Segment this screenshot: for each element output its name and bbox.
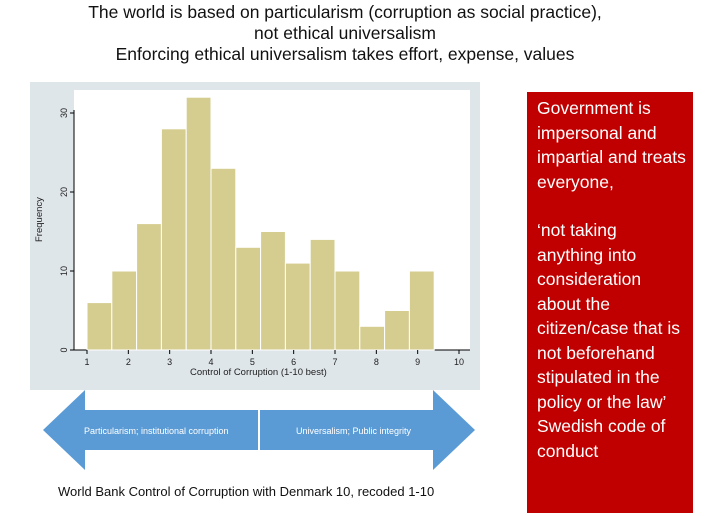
histogram-bar	[284, 262, 311, 351]
quote-panel: Government is impersonal and impartial a…	[527, 92, 693, 513]
histogram-bar	[384, 310, 410, 351]
arrow-left-label: Particularism; institutional corruption	[84, 426, 229, 436]
x-ticks-group: 1 2 3 4 5 6 7 8 9 10	[84, 350, 464, 367]
quote-paragraph-2: ‘not taking anything into consideration …	[537, 220, 680, 461]
title-line-1: The world is based on particularism (cor…	[88, 2, 602, 22]
y-tick-label: 10	[59, 266, 69, 276]
title-line-2: not ethical universalism	[254, 23, 436, 43]
bars-group	[86, 96, 435, 351]
histogram-bar	[185, 96, 212, 351]
histogram-bar	[86, 302, 113, 351]
histogram-bar	[309, 238, 336, 351]
x-tick-label: 3	[167, 357, 172, 367]
title-block: The world is based on particularism (cor…	[0, 2, 690, 65]
x-tick-label: 9	[415, 357, 420, 367]
histogram-bar	[359, 325, 386, 351]
y-tick-label: 20	[59, 187, 69, 197]
histogram-bar	[136, 223, 162, 351]
histogram-bar	[111, 270, 138, 351]
arrow-right	[260, 390, 475, 470]
histogram-chart: 1 2 3 4 5 6 7 8 9 10 0 10 20 30 Control of Corruptio…	[34, 90, 470, 378]
x-tick-label: 7	[332, 357, 337, 367]
title-line-3: Enforcing ethical universalism takes eff…	[115, 44, 575, 64]
histogram-bar	[334, 270, 361, 351]
arrow-left	[43, 390, 258, 470]
y-tick-label: 30	[59, 108, 69, 118]
x-axis-label: Control of Corruption (1-10 best)	[190, 367, 327, 378]
y-tick-label: 0	[59, 347, 69, 352]
x-tick-label: 5	[250, 357, 255, 367]
histogram-bar	[235, 246, 262, 351]
x-tick-label: 10	[454, 357, 464, 367]
histogram-bar	[408, 270, 435, 351]
arrow-diagram	[43, 390, 475, 470]
histogram-panel: 1 2 3 4 5 6 7 8 9 10 0 10 20 30 Control of Corruptio…	[30, 82, 480, 390]
x-tick-label: 6	[291, 357, 296, 367]
quote-paragraph-1: Government is impersonal and impartial a…	[537, 98, 686, 192]
x-tick-label: 4	[208, 357, 213, 367]
histogram-bar	[260, 231, 286, 351]
y-axis-label: Frequency	[34, 197, 45, 242]
histogram-bar	[210, 167, 237, 351]
y-ticks-group: 0 10 20 30	[59, 108, 74, 353]
histogram-bar	[160, 128, 187, 351]
x-tick-label: 1	[84, 357, 89, 367]
chart-caption: World Bank Control of Corruption with De…	[58, 484, 435, 499]
x-tick-label: 8	[374, 357, 379, 367]
x-tick-label: 2	[126, 357, 131, 367]
arrow-right-label: Universalism; Public integrity	[296, 426, 412, 436]
